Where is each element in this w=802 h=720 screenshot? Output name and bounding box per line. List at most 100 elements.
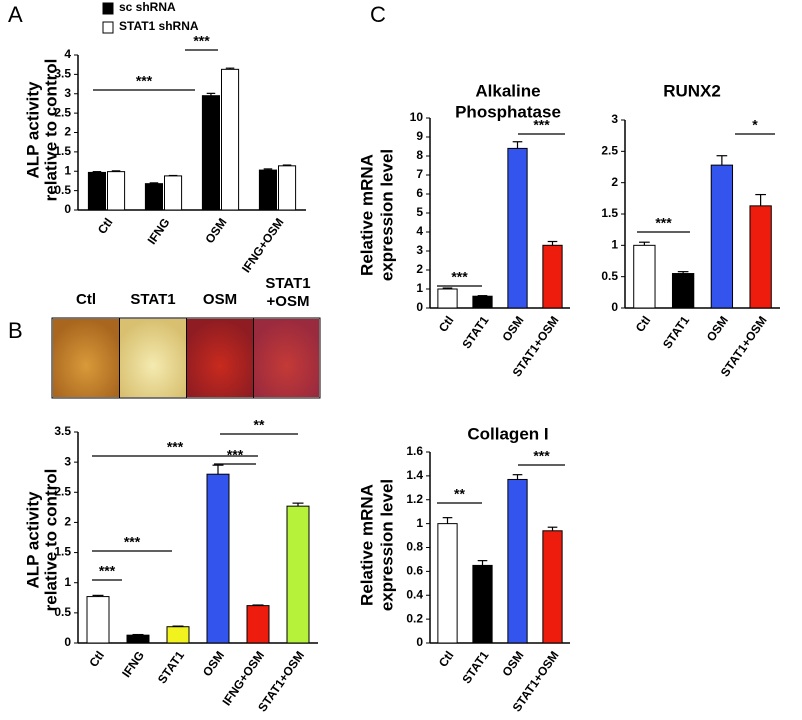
y-axis-label: expression level (377, 149, 396, 281)
bar (437, 288, 458, 309)
y-tick-label: 3 (64, 454, 71, 468)
bar (542, 244, 563, 309)
y-axis-label: ALP activity (23, 491, 42, 589)
panel-label: C (370, 2, 386, 27)
x-tick-label: Ctl (633, 314, 654, 335)
y-tick-label: 0.8 (406, 540, 423, 554)
well-photo (51, 317, 321, 399)
y-axis-label: ALP activity (23, 81, 42, 179)
y-tick-label: 9 (416, 129, 423, 143)
y-tick-label: 0.6 (406, 564, 423, 578)
y-tick-label: 0.5 (54, 605, 71, 619)
bar (542, 530, 563, 644)
x-tick-label: Ctl (436, 314, 457, 335)
y-tick-label: 1 (416, 281, 423, 295)
x-tick-label: OSM (499, 649, 526, 679)
y-tick-label: 1.5 (54, 545, 71, 559)
x-tick-label: IFNG (119, 649, 147, 681)
chart-title: Collagen I (467, 424, 548, 443)
bar (633, 244, 656, 309)
significance-label: * (752, 117, 758, 133)
y-tick-label: 3 (611, 112, 618, 126)
bar (166, 626, 190, 644)
bar (437, 523, 458, 644)
significance-label: *** (655, 215, 672, 231)
y-tick-label: 2.5 (54, 484, 71, 498)
bar (86, 596, 110, 644)
bar (126, 634, 150, 644)
legend-label: STAT1 shRNA (119, 19, 199, 33)
y-tick-label: 6 (416, 186, 423, 200)
legend-swatch (102, 21, 114, 34)
bar (671, 273, 695, 309)
significance-label: *** (99, 563, 116, 579)
chart-title: Phosphatase (455, 102, 561, 121)
y-axis-label: relative to control (41, 469, 60, 612)
significance-label: *** (451, 269, 468, 285)
y-axis-label: expression level (377, 479, 396, 611)
significance-label: *** (167, 439, 184, 455)
legend-swatch (102, 2, 114, 15)
y-tick-label: 7 (416, 167, 423, 181)
y-tick-label: 5 (416, 205, 423, 219)
bar (507, 478, 528, 644)
y-tick-label: 1.5 (54, 144, 71, 158)
y-tick-label: 0 (416, 300, 423, 314)
bar (286, 505, 310, 644)
bar (144, 183, 163, 211)
significance-label: *** (124, 534, 141, 550)
y-axis-label: Relative mRNA (357, 154, 376, 276)
chart-title: RUNX2 (663, 81, 721, 100)
bar (472, 295, 493, 309)
x-tick-label: Ctl (86, 649, 107, 670)
x-tick-label: STAT1 (459, 313, 491, 351)
y-tick-label: 1 (64, 163, 71, 177)
well-label: +OSM (267, 293, 310, 310)
x-tick-label: Ctl (95, 216, 116, 237)
well-label: STAT1 (265, 275, 310, 292)
x-tick-label: IFNG+OSM (239, 216, 287, 276)
significance-label: ** (454, 486, 465, 502)
x-tick-label: Ctl (436, 649, 457, 670)
chart-title: Alkaline (475, 81, 540, 100)
significance-label: *** (136, 73, 153, 89)
panel-label: A (8, 2, 23, 27)
bar (278, 165, 297, 211)
bar (87, 171, 107, 211)
y-tick-label: 0.4 (406, 587, 423, 601)
y-tick-label: 0.2 (406, 611, 423, 625)
y-tick-label: 3 (416, 243, 423, 257)
y-tick-label: 1.2 (406, 492, 423, 506)
bar (221, 68, 240, 211)
y-tick-label: 2.5 (601, 144, 618, 158)
significance-label: ** (254, 417, 265, 433)
x-tick-label: OSM (499, 314, 526, 344)
bar (258, 169, 277, 211)
y-tick-label: 8 (416, 148, 423, 162)
y-tick-label: 2 (64, 515, 71, 529)
x-tick-label: OSM (704, 314, 731, 344)
y-tick-label: 3.5 (54, 424, 71, 438)
y-tick-label: 2.5 (54, 105, 71, 119)
bar (164, 175, 183, 211)
y-tick-label: 2 (64, 125, 71, 139)
x-tick-label: STAT1 (459, 648, 491, 686)
x-tick-label: STAT1 (660, 313, 692, 351)
y-tick-label: 0 (611, 300, 618, 314)
y-tick-label: 0.5 (601, 269, 618, 283)
bar (472, 564, 493, 644)
significance-label: *** (533, 448, 550, 464)
significance-label: *** (193, 33, 210, 49)
y-tick-label: 1.5 (601, 206, 618, 220)
legend-label: sc shRNA (119, 0, 176, 14)
bar (107, 171, 126, 211)
bar (246, 605, 270, 644)
y-tick-label: 1 (416, 516, 423, 530)
y-tick-label: 4 (64, 47, 71, 61)
y-tick-label: 1 (64, 575, 71, 589)
y-tick-label: 1 (611, 238, 618, 252)
significance-label: *** (533, 117, 550, 133)
bar (507, 147, 528, 309)
well-label: Ctl (76, 291, 96, 308)
